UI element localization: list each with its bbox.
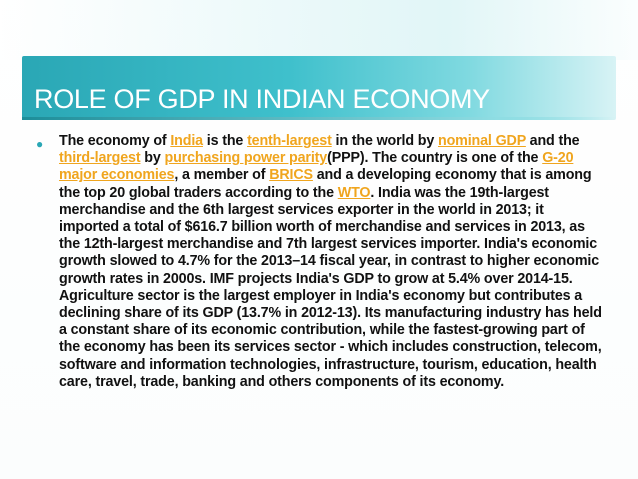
decorative-top-gradient [0,0,638,60]
text-segment: (PPP). The country is one of the [327,150,543,167]
title-band [22,56,616,120]
link-purchasing-power-parity[interactable]: purchasing power parity [164,150,328,167]
link-nominal-gdp[interactable]: nominal GDP [437,133,526,149]
link-wto[interactable]: WTO [337,184,371,201]
body-paragraph: The economy of India is the tenth-larges… [59,133,607,391]
link-india[interactable]: India [170,133,203,149]
link-tenth-largest[interactable]: tenth-largest [247,133,332,149]
text-segment: is the [202,133,248,149]
text-segment: and a developing economy that is among t… [59,167,592,201]
text-segment: , a member of [174,167,270,184]
text-segment: and the [525,133,580,149]
text-segment: in the world by [331,133,438,149]
text-segment: by [140,150,165,167]
text-segment: The economy of [59,133,171,149]
bullet-icon: ● [36,137,44,151]
link-g20-major-economies[interactable]: G-20 major economies [59,150,574,184]
link-third-largest[interactable]: third-largest [59,150,141,167]
slide-title: ROLE OF GDP IN INDIAN ECONOMY [34,84,490,114]
link-brics[interactable]: BRICS [269,167,313,184]
text-segment: . India was the 19th-largest merchandise… [59,184,602,390]
